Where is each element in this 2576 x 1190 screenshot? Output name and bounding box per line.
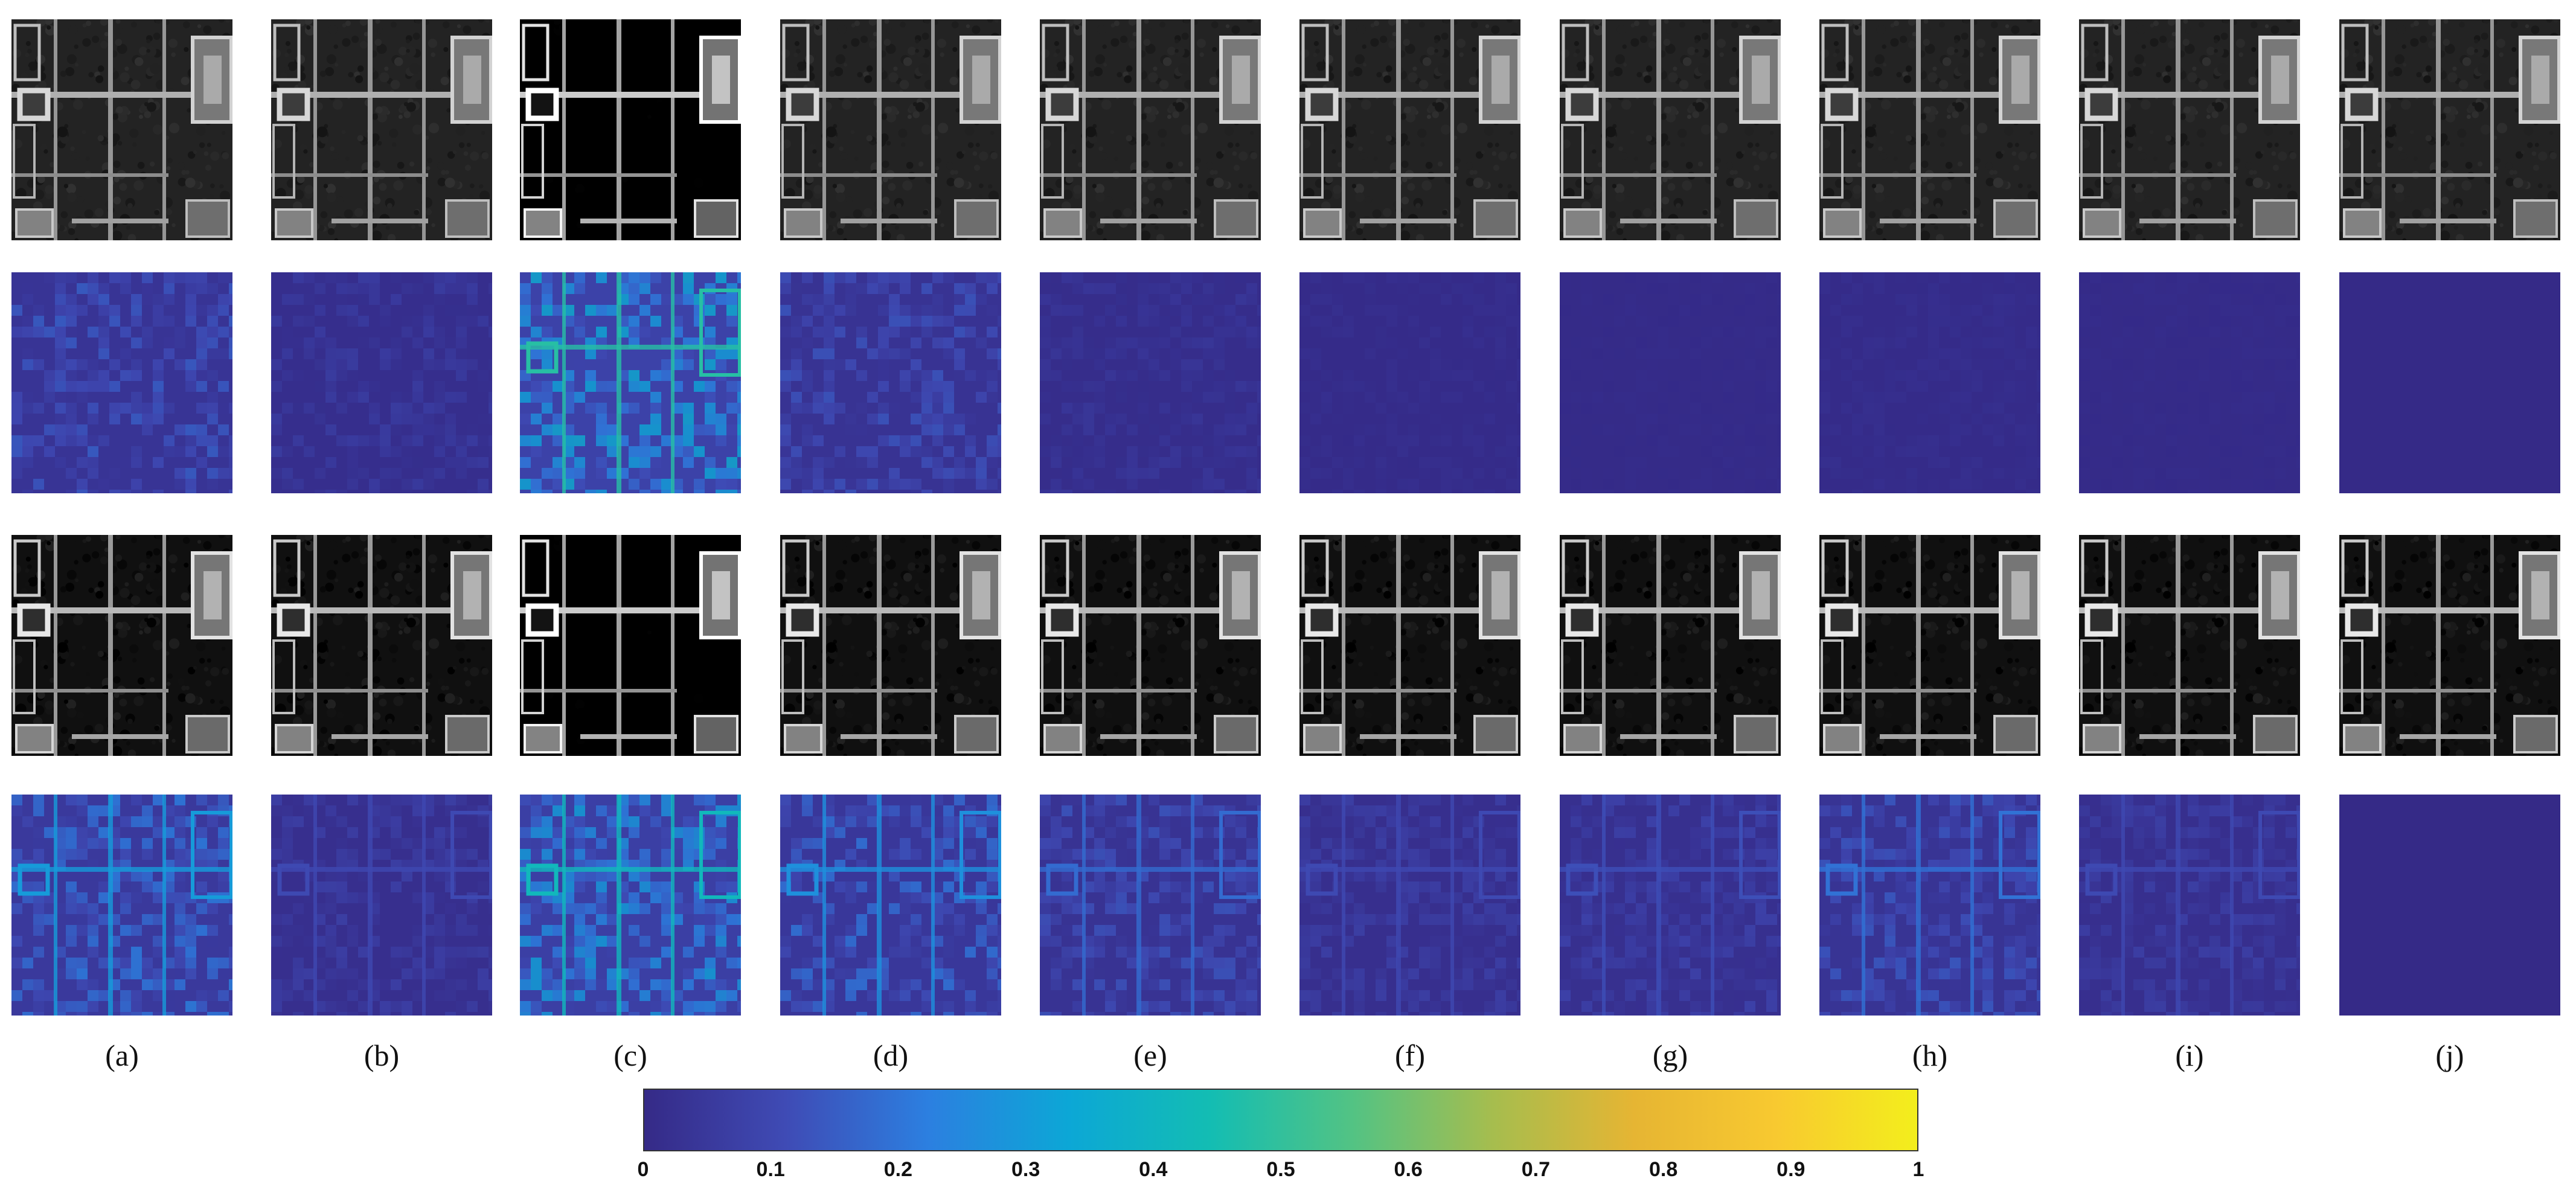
column-caption: (e) <box>1133 1038 1167 1072</box>
colorbar-tick-label: 0.3 <box>1011 1158 1040 1181</box>
band-image-h-row1 <box>1819 19 2040 240</box>
band-image-g-row3 <box>1560 535 1781 756</box>
band-image-f-row3 <box>1299 535 1520 756</box>
colorbar-tick-label: 0.7 <box>1521 1158 1551 1181</box>
band-image-e-row3 <box>1040 535 1261 756</box>
colorbar-tick-label: 1 <box>1912 1158 1924 1181</box>
error-map-e-row4 <box>1040 795 1261 1016</box>
band-image-j-row1 <box>2339 19 2560 240</box>
colorbar-tick-label: 0 <box>637 1158 649 1181</box>
band-image-j-row3 <box>2339 535 2560 756</box>
colorbar-tick-label: 0.4 <box>1139 1158 1168 1181</box>
error-map-e-row2 <box>1040 272 1261 493</box>
error-map-b-row4 <box>271 795 492 1016</box>
error-map-i-row2 <box>2079 272 2300 493</box>
colorbar-tick-label: 0.5 <box>1266 1158 1295 1181</box>
error-map-d-row2 <box>780 272 1001 493</box>
column-caption: (b) <box>364 1038 400 1072</box>
error-map-a-row4 <box>11 795 232 1016</box>
error-map-h-row2 <box>1819 272 2040 493</box>
error-map-g-row2 <box>1560 272 1781 493</box>
band-image-g-row1 <box>1560 19 1781 240</box>
column-caption: (g) <box>1652 1038 1688 1072</box>
band-image-c-row1 <box>520 19 741 240</box>
band-image-d-row1 <box>780 19 1001 240</box>
band-image-a-row3 <box>11 535 232 756</box>
error-map-a-row2 <box>11 272 232 493</box>
colorbar-tick-label: 0.2 <box>883 1158 913 1181</box>
band-image-b-row1 <box>271 19 492 240</box>
error-map-j-row2 <box>2339 272 2560 493</box>
column-caption: (d) <box>873 1038 909 1072</box>
column-caption: (c) <box>614 1038 647 1072</box>
column-caption: (a) <box>105 1038 139 1072</box>
colorbar-tick-label: 0.6 <box>1394 1158 1423 1181</box>
column-caption: (h) <box>1912 1038 1948 1072</box>
column-caption: (f) <box>1395 1038 1425 1072</box>
band-image-i-row3 <box>2079 535 2300 756</box>
band-image-f-row1 <box>1299 19 1520 240</box>
column-caption: (i) <box>2175 1038 2204 1072</box>
band-image-d-row3 <box>780 535 1001 756</box>
error-map-c-row2 <box>520 272 741 493</box>
band-image-a-row1 <box>11 19 232 240</box>
colorbar-tick-label: 0.8 <box>1648 1158 1678 1181</box>
error-map-j-row4 <box>2339 795 2560 1016</box>
colorbar <box>643 1089 1918 1151</box>
error-map-h-row4 <box>1819 795 2040 1016</box>
band-image-c-row3 <box>520 535 741 756</box>
error-map-b-row2 <box>271 272 492 493</box>
colorbar-tick-label: 0.9 <box>1777 1158 1805 1181</box>
colorbar-tick-label: 0.1 <box>756 1158 785 1181</box>
band-image-i-row1 <box>2079 19 2300 240</box>
band-image-b-row3 <box>271 535 492 756</box>
error-map-f-row2 <box>1299 272 1520 493</box>
error-map-g-row4 <box>1560 795 1781 1016</box>
column-caption: (j) <box>2435 1038 2464 1072</box>
error-map-f-row4 <box>1299 795 1520 1016</box>
error-map-i-row4 <box>2079 795 2300 1016</box>
band-image-e-row1 <box>1040 19 1261 240</box>
error-map-d-row4 <box>780 795 1001 1016</box>
error-map-c-row4 <box>520 795 741 1016</box>
band-image-h-row3 <box>1819 535 2040 756</box>
